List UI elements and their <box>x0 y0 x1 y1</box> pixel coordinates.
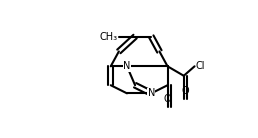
Text: N: N <box>148 88 155 98</box>
Text: O: O <box>181 86 189 96</box>
Text: N: N <box>123 61 131 71</box>
Text: Cl: Cl <box>196 61 205 71</box>
Text: CH₃: CH₃ <box>99 32 117 42</box>
Text: O: O <box>164 94 171 104</box>
